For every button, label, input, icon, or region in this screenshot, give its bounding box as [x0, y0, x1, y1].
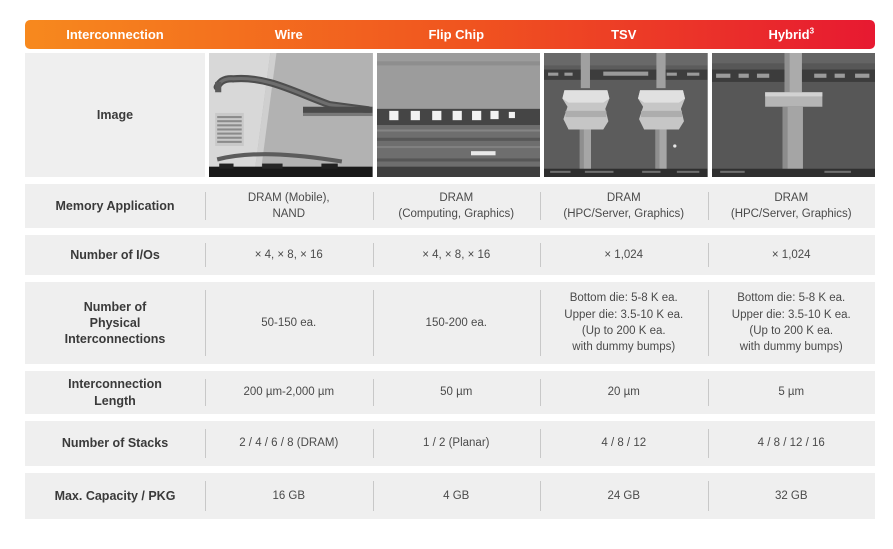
hybrid-footnote-superscript: 3: [809, 26, 815, 36]
table-row-number-of-ios: Number of I/Os × 4, × 8, × 16 × 4, × 8, …: [25, 235, 875, 275]
table-row-number-of-stacks: Number of Stacks 2 / 4 / 6 / 8 (DRAM) 1 …: [25, 421, 875, 466]
row-label-number-of-ios: Number of I/Os: [70, 247, 160, 262]
row-label-interconnection-length: Interconnection Length: [68, 377, 162, 408]
table-row-image: Image: [25, 53, 875, 177]
header-col-flip-chip-label: Flip Chip: [428, 27, 485, 42]
tsv-bump-sem-image: [544, 53, 708, 177]
row-label-memory-application: Memory Application: [55, 198, 175, 213]
physical-interconnections-flip-chip: 150-200 ea.: [372, 282, 541, 364]
interconnection-length-hybrid: 5 µm: [707, 371, 876, 414]
header-col-tsv-label: TSV: [611, 27, 637, 42]
interconnection-comparison-table: Interconnection Wire Flip Chip TSV Hybri…: [25, 20, 875, 519]
header-col-hybrid: Hybrid3: [708, 27, 876, 42]
max-capacity-tsv: 24 GB: [540, 473, 708, 519]
interconnection-length-wire: 200 µm-2,000 µm: [205, 371, 373, 414]
header-col-tsv: TSV: [540, 27, 708, 42]
physical-interconnections-tsv: Bottom die: 5-8 K ea. Upper die: 3.5-10 …: [540, 282, 708, 364]
number-of-stacks-wire: 2 / 4 / 6 / 8 (DRAM): [205, 421, 373, 466]
header-col-wire-label: Wire: [274, 27, 303, 42]
memory-application-tsv: DRAM (HPC/Server, Graphics): [540, 184, 708, 228]
header-col-hybrid-label: Hybrid: [768, 27, 810, 42]
table-row-physical-interconnections: Number of Physical Interconnections 50-1…: [25, 282, 875, 364]
physical-interconnections-wire: 50-150 ea.: [205, 282, 373, 364]
table-header-row: Interconnection Wire Flip Chip TSV Hybri…: [25, 20, 875, 49]
row-label-max-capacity: Max. Capacity / PKG: [54, 488, 176, 503]
interconnection-length-tsv: 20 µm: [540, 371, 708, 414]
memory-application-wire: DRAM (Mobile), NAND: [205, 184, 373, 228]
max-capacity-hybrid: 32 GB: [707, 473, 876, 519]
header-col-flip-chip: Flip Chip: [373, 27, 541, 42]
table-row-memory-application: Memory Application DRAM (Mobile), NAND D…: [25, 184, 875, 228]
table-row-interconnection-length: Interconnection Length 200 µm-2,000 µm 5…: [25, 371, 875, 414]
row-label-image: Image: [25, 53, 205, 177]
number-of-ios-hybrid: × 1,024: [707, 235, 876, 275]
number-of-stacks-hybrid: 4 / 8 / 12 / 16: [707, 421, 876, 466]
number-of-stacks-flip-chip: 1 / 2 (Planar): [372, 421, 541, 466]
interconnection-length-flip-chip: 50 µm: [372, 371, 541, 414]
physical-interconnections-hybrid: Bottom die: 5-8 K ea. Upper die: 3.5-10 …: [707, 282, 876, 364]
number-of-stacks-tsv: 4 / 8 / 12: [540, 421, 708, 466]
number-of-ios-tsv: × 1,024: [540, 235, 708, 275]
memory-application-flip-chip: DRAM (Computing, Graphics): [372, 184, 541, 228]
wire-bond-sem-image: [209, 53, 373, 177]
image-cells: [209, 53, 875, 177]
header-col-wire: Wire: [205, 27, 373, 42]
row-label-physical-interconnections: Number of Physical Interconnections: [64, 299, 166, 347]
header-label-interconnection: Interconnection: [66, 27, 164, 42]
flip-chip-bump-sem-image: [376, 53, 540, 177]
memory-application-hybrid: DRAM (HPC/Server, Graphics): [707, 184, 876, 228]
row-label-number-of-stacks: Number of Stacks: [61, 436, 169, 451]
max-capacity-wire: 16 GB: [205, 473, 373, 519]
number-of-ios-flip-chip: × 4, × 8, × 16: [372, 235, 541, 275]
table-row-max-capacity: Max. Capacity / PKG 16 GB 4 GB 24 GB 32 …: [25, 473, 875, 519]
number-of-ios-wire: × 4, × 8, × 16: [205, 235, 373, 275]
max-capacity-flip-chip: 4 GB: [372, 473, 541, 519]
hybrid-bond-sem-image: [711, 53, 875, 177]
